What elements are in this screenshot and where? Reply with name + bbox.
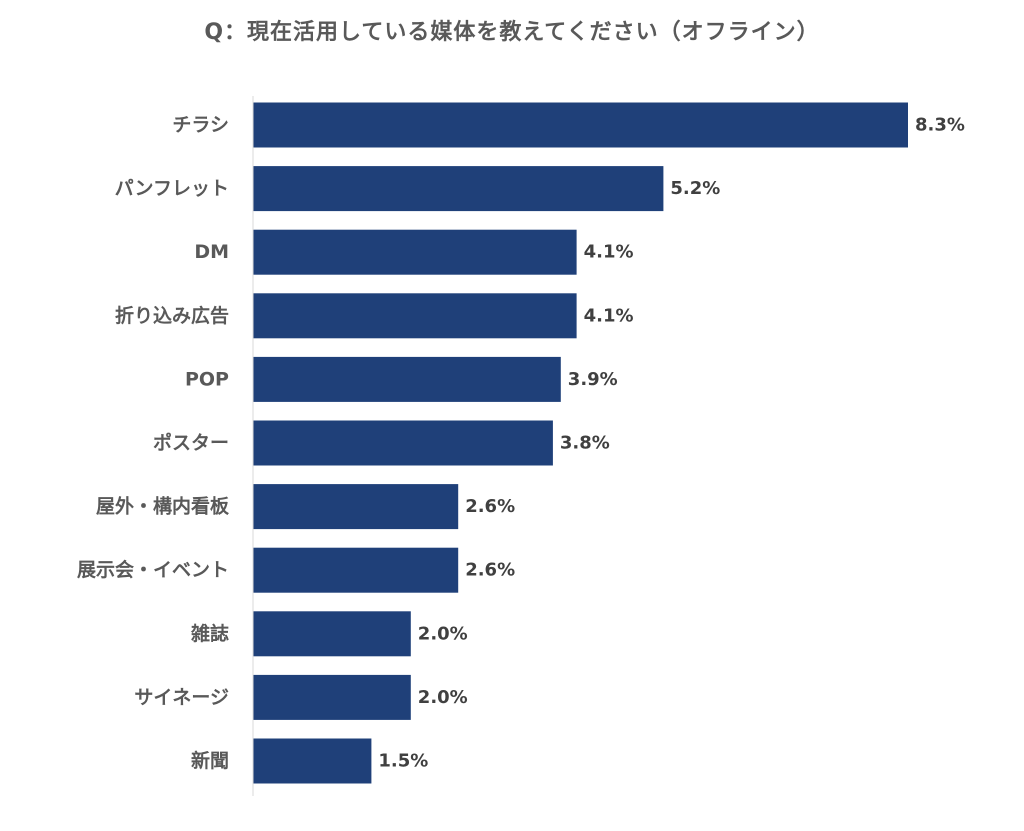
bar	[253, 547, 459, 593]
category-label: POP	[185, 368, 229, 390]
category-label: ポスター	[153, 431, 229, 454]
value-label: 3.9%	[568, 369, 618, 390]
bar	[253, 484, 459, 530]
category-label: パンフレット	[115, 178, 229, 200]
category-label: 折り込み広告	[115, 304, 229, 327]
category-label: 屋外・構内看板	[96, 495, 230, 518]
category-label: 雑誌	[190, 622, 229, 645]
bar	[253, 293, 577, 339]
category-label: 展示会・イベント	[77, 558, 229, 581]
value-label: 3.8%	[560, 433, 610, 454]
bar	[253, 229, 577, 275]
bar	[253, 166, 664, 212]
bar	[253, 356, 561, 402]
value-label: 4.1%	[584, 305, 634, 326]
category-label: 新聞	[191, 749, 229, 772]
value-label: 2.0%	[418, 623, 468, 644]
value-label: 5.2%	[670, 178, 720, 199]
category-label: サイネージ	[134, 686, 229, 708]
value-label: 4.1%	[584, 242, 634, 263]
value-label: 1.5%	[378, 751, 428, 772]
bar	[253, 611, 411, 657]
bar	[253, 420, 553, 466]
value-label: 2.6%	[465, 496, 515, 517]
chart-title: Q：現在活用している媒体を教えてください（オフライン）	[204, 20, 820, 45]
value-label: 2.0%	[418, 687, 468, 708]
value-label: 2.6%	[465, 560, 515, 581]
bar	[253, 674, 411, 720]
bar	[253, 102, 908, 148]
bars-group: チラシ 8.3% パンフレット 5.2% DM 4.1% 折り込み広告 4.1% POP 3.9%…	[77, 102, 965, 784]
category-label: DM	[194, 241, 229, 263]
bar	[253, 738, 372, 784]
value-label: 8.3%	[915, 115, 965, 136]
category-label: チラシ	[172, 114, 229, 136]
